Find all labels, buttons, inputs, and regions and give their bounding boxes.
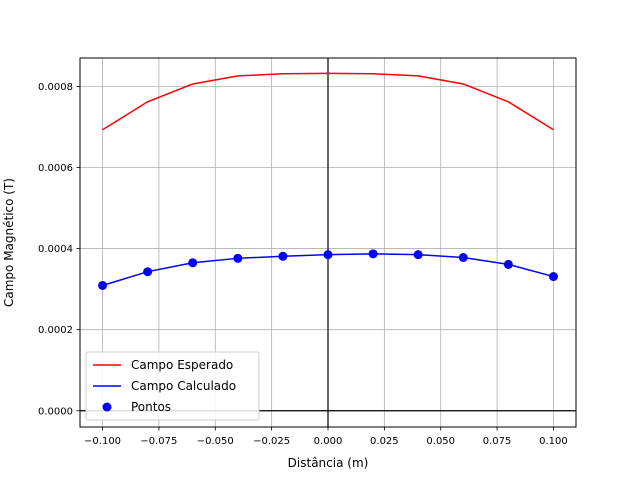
legend-box (85, 351, 260, 421)
x-tick-label: 0.050 (426, 436, 455, 447)
scatter-point (413, 250, 423, 260)
x-tick-label: 0.025 (370, 436, 399, 447)
x-tick-label: −0.075 (140, 436, 177, 447)
legend: Campo Esperado Campo Calculado Pontos (85, 351, 260, 421)
series-line-0 (102, 72, 554, 131)
x-tick-label: −0.100 (84, 436, 121, 447)
y-axis-label: Campo Magnético (T) (2, 178, 16, 307)
x-tick-label: −0.050 (197, 436, 234, 447)
y-tick-label: 0.0002 (38, 325, 73, 336)
y-tick-label: 0.0008 (38, 82, 73, 93)
scatter-point (233, 253, 243, 263)
scatter-point (458, 253, 468, 263)
scatter-point (278, 251, 288, 261)
scatter-point (143, 267, 153, 277)
y-tick-label: 0.0000 (38, 406, 73, 417)
scatter-point (368, 249, 378, 259)
legend-label: Pontos (131, 400, 171, 414)
legend-label: Campo Calculado (131, 379, 236, 393)
scatter-point (188, 258, 198, 268)
legend-label: Campo Esperado (131, 358, 233, 372)
ticks: −0.100 −0.075 −0.050 −0.025 0.000 0.025 0.050 0… (38, 82, 568, 447)
y-tick-label: 0.0006 (38, 163, 73, 174)
x-tick-label: −0.025 (253, 436, 290, 447)
x-axis-label: Distância (m) (288, 456, 369, 470)
y-tick-label: 0.0004 (38, 244, 73, 255)
x-tick-label: 0.000 (314, 436, 343, 447)
scatter-point (548, 272, 558, 282)
legend-point-marker (102, 402, 112, 412)
scatter-point (503, 259, 513, 269)
x-tick-label: 0.100 (539, 436, 568, 447)
scatter-point (323, 250, 333, 260)
x-tick-label: 0.075 (483, 436, 512, 447)
series-layer (98, 72, 558, 290)
scatter-point (98, 280, 108, 290)
